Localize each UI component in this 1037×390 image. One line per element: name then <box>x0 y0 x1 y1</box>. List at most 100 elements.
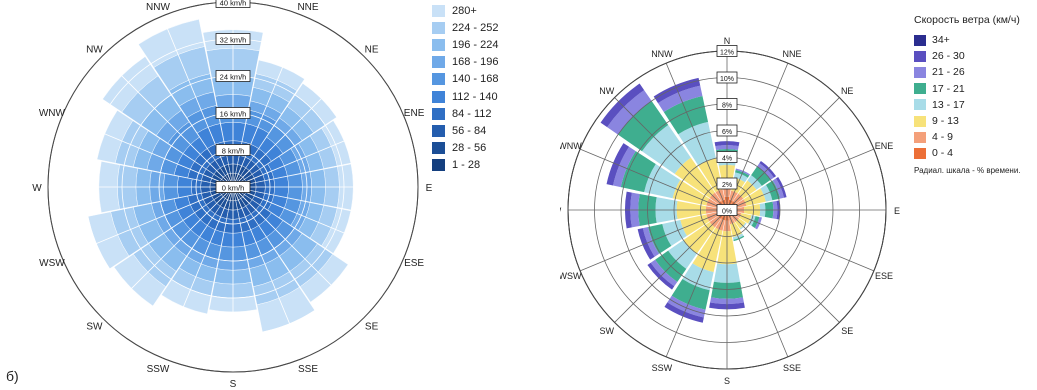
grid-spoke <box>161 186 234 359</box>
legend-entry: 17 - 21 <box>914 81 1021 97</box>
grid-spoke <box>232 186 405 259</box>
grid-spoke <box>614 209 728 323</box>
grid-spoke <box>726 209 875 272</box>
direction-label-E: E <box>894 206 900 216</box>
radial-tick-box <box>716 71 738 84</box>
legend-entry: 84 - 112 <box>432 105 498 122</box>
radial-tick-label: 0 km/h <box>222 184 245 193</box>
bar-WNW-band-5 <box>613 146 636 188</box>
grid-spoke <box>579 148 728 211</box>
direction-label-SSE: SSE <box>783 363 801 373</box>
figure-caption: б) <box>6 368 19 384</box>
legend-label: 21 - 26 <box>932 66 965 79</box>
direction-label-SE: SE <box>841 326 853 336</box>
legend-label: 0 - 4 <box>932 147 954 160</box>
radial-tick-box <box>215 144 251 156</box>
legend-entry: 34+ <box>914 32 1021 48</box>
legend-swatch <box>914 34 926 46</box>
legend-swatch <box>914 131 926 143</box>
legend-swatch <box>432 38 445 51</box>
legend-swatch <box>914 99 926 111</box>
legend-entry: 112 - 140 <box>432 88 498 105</box>
radial-tick-label: 2% <box>722 182 732 189</box>
radial-tick-box <box>215 70 251 82</box>
legend-label: 56 - 84 <box>452 124 487 137</box>
legend-swatch <box>914 147 926 159</box>
bar-WNW-band-6 <box>606 143 630 186</box>
direction-label-NW: NW <box>599 86 614 96</box>
bar-WSW-band-3 <box>662 220 687 246</box>
direction-label-WSW: WSW <box>560 271 582 281</box>
grid-spoke <box>101 55 234 188</box>
frequency-legend: Скорость ветра (км/ч) 34+ 26 - 30 21 - 26 1… <box>914 14 1021 175</box>
grid-spoke <box>232 55 365 188</box>
bar-NNW-band-6 <box>653 77 701 104</box>
direction-label-NE: NE <box>841 86 854 96</box>
legend-entry: 168 - 196 <box>432 54 498 71</box>
radial-tick-label: 16 km/h <box>220 110 247 119</box>
legend-entry: 21 - 26 <box>914 64 1021 80</box>
legend-label: 9 - 13 <box>932 115 959 128</box>
direction-label-ENE: ENE <box>875 141 894 151</box>
radial-tick-box <box>716 124 738 137</box>
radial-tick-box <box>716 98 738 110</box>
bar-WNW-band-4 <box>620 151 656 193</box>
direction-label-ESE: ESE <box>875 271 893 281</box>
grid-spoke <box>232 15 305 188</box>
radial-tick-box <box>716 45 738 57</box>
legend-label: 196 - 224 <box>452 38 499 51</box>
legend-swatch <box>432 21 445 34</box>
grid-spoke <box>726 148 875 211</box>
radial-tick-label: 6% <box>722 129 732 136</box>
legend-entry: 0 - 4 <box>914 145 1021 161</box>
radial-tick-box <box>215 181 251 193</box>
legend-swatch <box>432 142 445 155</box>
direction-label-SE: SE <box>365 322 379 333</box>
bar-WSW-band-4 <box>647 223 672 254</box>
bar-ESE-band-2 <box>739 213 752 224</box>
radial-tick-box <box>215 33 251 45</box>
legend-swatch <box>432 4 445 17</box>
bar-NNW-band-5 <box>658 85 703 113</box>
legend-swatch <box>432 90 445 103</box>
direction-label-ESE: ESE <box>404 258 424 269</box>
legend-swatch <box>914 83 926 95</box>
grid-spoke <box>726 97 840 211</box>
legend-entry: 26 - 30 <box>914 48 1021 64</box>
legend-entry: 140 - 168 <box>432 71 498 88</box>
radial-tick-label: 8 km/h <box>222 147 245 156</box>
direction-label-SSE: SSE <box>298 364 318 375</box>
radial-tick-box <box>716 151 738 163</box>
direction-label-S: S <box>724 376 730 386</box>
legend-label: 280+ <box>452 4 477 17</box>
legend-label: 168 - 196 <box>452 56 499 69</box>
legend-swatch <box>432 107 445 120</box>
speed-legend: 280+ 224 - 252 196 - 224 168 - 196 140 - 168… <box>432 2 498 174</box>
direction-label-NNW: NNW <box>651 49 673 59</box>
grid-spoke <box>726 209 840 323</box>
direction-label-W: W <box>32 183 42 194</box>
legend-swatch <box>914 50 926 62</box>
legend-swatch <box>432 73 445 86</box>
bar-SSW-band-3 <box>682 263 714 291</box>
legend-entry: 1 - 28 <box>432 157 498 174</box>
legend-swatch <box>432 159 445 172</box>
legend-label: 1 - 28 <box>452 159 481 172</box>
radial-tick-label: 4% <box>722 156 732 163</box>
radial-tick-label: 0% <box>722 209 732 216</box>
grid-spoke <box>579 209 728 272</box>
legend-entry: 28 - 56 <box>432 140 498 157</box>
wind-rose-speed-chart: 0 km/h 8 km/h 16 km/h 24 km/h 32 km/h 40 km/h… <box>32 0 433 390</box>
radial-tick-box <box>215 107 251 119</box>
bar-ENE-band-3 <box>760 184 773 202</box>
direction-label-WNW: WNW <box>560 141 582 151</box>
bars-group <box>87 19 354 333</box>
direction-label-SSW: SSW <box>652 363 673 373</box>
legend-entry: 280+ <box>432 2 498 19</box>
legend-label: 17 - 21 <box>932 82 965 95</box>
bar-NNE-band-9 <box>255 59 305 91</box>
direction-label-W: W <box>560 206 562 216</box>
legend-swatch <box>914 66 926 78</box>
legend-entry: 4 - 9 <box>914 129 1021 145</box>
direction-label-NNE: NNE <box>297 2 318 13</box>
